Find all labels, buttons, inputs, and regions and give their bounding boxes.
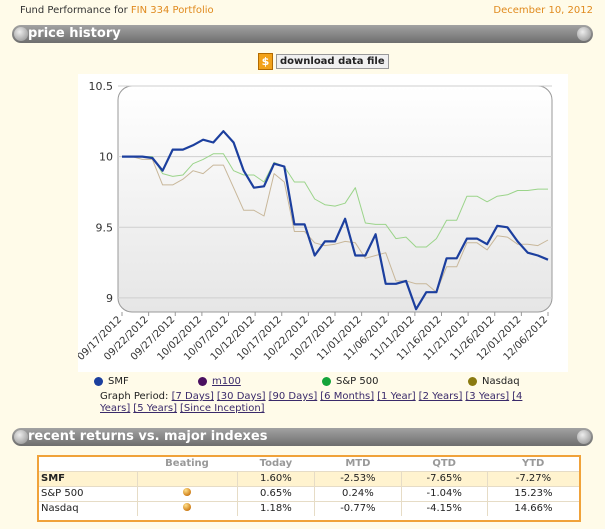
series-line-nasdaq [122,156,549,293]
report-date: December 10, 2012 [493,5,593,16]
col-name [39,457,137,471]
recent-returns-bar: recent returns vs. major indexes [12,428,593,446]
y-tick-label: 10 [99,151,113,164]
col-qtd: QTD [432,458,456,470]
graph-period: Graph Period: [7 Days] [30 Days] [90 Days]… [100,391,540,415]
period-link[interactable]: [Since Inception] [180,403,265,414]
returns-header-row: Beating Today MTD QTD YTD [39,457,579,471]
row-ytd: 15.23% [486,485,579,501]
price-chart: 10.5 10 9.5 9 09/17/2012 09/22/2012 09/27/2012… [78,74,568,372]
legend-dot-smf [94,377,103,386]
row-beating [136,485,237,501]
table-row: Nasdaq 1.18% -0.77% -4.15% 14.66% [39,500,579,516]
table-row: S&P 500 0.65% 0.24% -1.04% 15.23% [39,485,579,501]
row-qtd: -4.15% [400,500,488,516]
period-link[interactable]: [5 Years] [133,403,178,414]
plot-area [117,85,553,313]
fund-title: Fund Performance for FIN 334 Portfolio [20,5,214,16]
row-qtd: -7.65% [400,470,488,486]
graph-period-label: Graph Period: [100,391,169,402]
top-bar: Fund Performance for FIN 334 Portfolio D… [0,0,605,22]
y-tick-label: 9.5 [96,221,114,234]
beating-ball-icon [183,488,191,496]
period-link[interactable]: [90 Days] [268,391,318,402]
period-link[interactable]: [1 Year] [377,391,416,402]
section-knob-icon [14,27,28,41]
row-name: SMF [39,470,137,486]
period-link[interactable]: [2 Years] [418,391,463,402]
period-link[interactable]: [3 Years] [465,391,510,402]
beating-ball-icon [183,503,191,512]
col-ytd: YTD [521,458,545,470]
graph-period-options: [7 Days] [30 Days] [90 Days] [6 Months] [1 Y… [100,391,522,414]
series-line-smf [122,130,549,311]
legend-link-m100[interactable]: m100 [212,376,241,387]
legend-smf: SMF [94,376,129,387]
chart-legend: SMF m100 S&P 500 Nasdaq [0,376,605,390]
legend-dot-m100 [198,377,207,386]
col-today: Today [259,458,293,470]
legend-nasdaq: Nasdaq [468,376,520,387]
portfolio-name: FIN 334 Portfolio [130,5,214,16]
col-beating: Beating [165,458,209,470]
col-mtd: MTD [345,458,371,470]
download-file-icon[interactable]: $ [258,52,273,70]
row-today: 1.60% [236,470,315,486]
period-link[interactable]: [30 Days] [216,391,266,402]
legend-label-smf: SMF [108,376,129,387]
recent-returns-title: recent returns vs. major indexes [28,429,268,444]
row-name: S&P 500 [39,485,137,501]
period-link[interactable]: [4 Years] [100,391,523,414]
table-row: SMF 1.60% -2.53% -7.65% -7.27% [39,470,579,486]
legend-sp500: S&P 500 [322,376,378,387]
section-knob-icon [14,430,28,444]
row-name: Nasdaq [39,500,137,516]
row-ytd: -7.27% [486,470,579,486]
price-history-title: price history [28,26,121,41]
download-data[interactable]: $ download data file [258,52,389,70]
legend-label-sp500: S&P 500 [336,376,379,387]
price-chart-svg: 10.5109.5909/17/201209/22/201209/27/2012… [78,80,553,363]
fund-title-prefix: Fund Performance for [20,5,131,16]
section-knob-icon [577,27,591,41]
price-history-bar: price history [12,25,593,43]
y-tick-label: 10.5 [89,80,114,93]
section-knob-icon [577,430,591,444]
y-tick-label: 9 [106,292,113,305]
legend-dot-sp500 [322,377,331,386]
row-qtd: -1.04% [400,485,488,501]
row-mtd: 0.24% [314,485,402,501]
period-link[interactable]: [7 Days] [171,391,214,402]
download-data-button[interactable]: download data file [276,53,389,69]
period-link[interactable]: [6 Months] [320,391,375,402]
legend-m100[interactable]: m100 [198,376,241,387]
series-line-s-p-500 [122,153,548,248]
legend-dot-nasdaq [468,377,477,386]
row-beating [136,470,237,486]
legend-label-nasdaq: Nasdaq [482,376,520,387]
row-mtd: -0.77% [314,500,402,516]
row-today: 0.65% [236,485,315,501]
row-today: 1.18% [236,500,315,516]
row-beating [136,500,237,516]
row-ytd: 14.66% [486,500,579,516]
row-mtd: -2.53% [314,470,402,486]
returns-table: Beating Today MTD QTD YTD SMF 1.60% -2.5… [37,455,581,522]
